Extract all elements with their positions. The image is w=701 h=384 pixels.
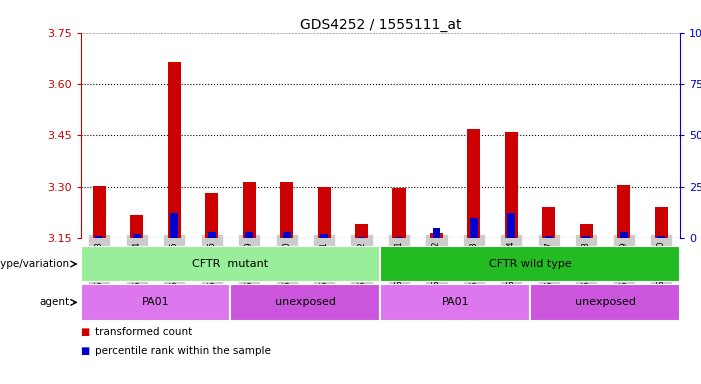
Bar: [395, 237, 403, 238]
Bar: [207, 232, 216, 238]
Bar: [508, 214, 515, 238]
Bar: [505, 132, 518, 238]
Bar: [93, 186, 106, 238]
Bar: [470, 217, 478, 238]
Bar: [280, 182, 293, 238]
Bar: [530, 284, 680, 321]
Bar: [170, 214, 178, 238]
Text: CFTR  mutant: CFTR mutant: [192, 259, 268, 269]
Bar: [243, 182, 256, 238]
Bar: [320, 234, 328, 238]
Bar: [133, 234, 141, 238]
Text: ■: ■: [81, 346, 90, 356]
Bar: [655, 207, 668, 238]
Bar: [543, 207, 555, 238]
Bar: [355, 224, 368, 238]
Bar: [358, 237, 365, 238]
Bar: [231, 284, 381, 321]
Bar: [468, 129, 480, 238]
Bar: [95, 236, 103, 238]
Text: unexposed: unexposed: [275, 297, 336, 308]
Text: percentile rank within the sample: percentile rank within the sample: [95, 346, 271, 356]
Bar: [168, 62, 181, 238]
Bar: [620, 232, 627, 238]
Bar: [318, 187, 331, 238]
Bar: [245, 232, 253, 238]
Bar: [433, 228, 440, 238]
Bar: [545, 236, 553, 238]
Text: unexposed: unexposed: [575, 297, 636, 308]
Bar: [205, 192, 218, 238]
Bar: [617, 185, 630, 238]
Text: PA01: PA01: [442, 297, 469, 308]
Bar: [81, 284, 231, 321]
Text: CFTR wild type: CFTR wild type: [489, 259, 571, 269]
Bar: [583, 236, 590, 238]
Bar: [130, 215, 144, 238]
Title: GDS4252 / 1555111_at: GDS4252 / 1555111_at: [299, 18, 461, 31]
Bar: [381, 246, 680, 282]
Bar: [283, 232, 291, 238]
Text: ■: ■: [81, 327, 90, 337]
Bar: [381, 284, 530, 321]
Bar: [393, 189, 406, 238]
Bar: [81, 246, 381, 282]
Text: agent: agent: [39, 297, 69, 308]
Bar: [658, 236, 665, 238]
Text: transformed count: transformed count: [95, 327, 192, 337]
Text: genotype/variation: genotype/variation: [0, 259, 69, 269]
Bar: [580, 224, 593, 238]
Bar: [430, 233, 443, 238]
Text: PA01: PA01: [142, 297, 170, 308]
